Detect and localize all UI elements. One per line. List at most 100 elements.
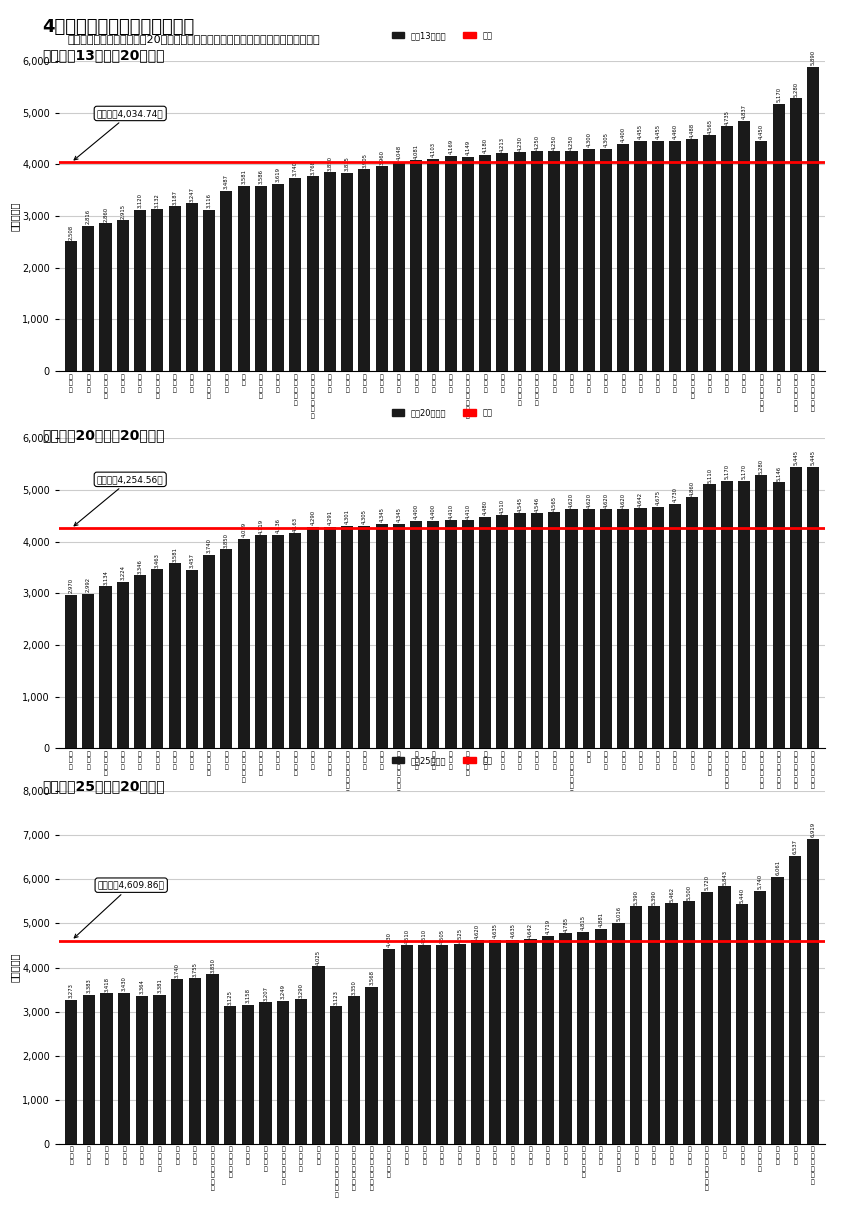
Text: 3,487: 3,487	[224, 174, 229, 190]
Bar	[410, 521, 422, 748]
Text: 3,207: 3,207	[263, 986, 268, 1002]
Text: 3,581: 3,581	[241, 169, 246, 185]
Bar	[341, 526, 353, 748]
Bar	[548, 151, 560, 371]
Text: 4,620: 4,620	[604, 493, 609, 507]
Text: 4,735: 4,735	[724, 110, 729, 124]
Bar	[100, 993, 113, 1144]
Text: 4,250: 4,250	[535, 135, 540, 150]
Text: 5,170: 5,170	[776, 88, 781, 102]
Bar	[683, 902, 695, 1144]
Text: 6,061: 6,061	[775, 860, 780, 875]
Bar	[324, 172, 336, 371]
Bar	[83, 225, 94, 371]
Bar	[479, 155, 491, 371]
Bar	[221, 191, 232, 371]
Bar	[583, 148, 594, 371]
Text: １．口径13㎜で月20㎥使用: １．口径13㎜で月20㎥使用	[42, 49, 164, 63]
Text: 4,480: 4,480	[482, 500, 488, 515]
Text: 3,850: 3,850	[210, 958, 215, 972]
Text: 3,346: 3,346	[137, 559, 142, 574]
Bar	[559, 933, 572, 1144]
Text: 4,345: 4,345	[379, 507, 384, 522]
Bar	[704, 135, 716, 371]
Text: 3,960: 3,960	[379, 150, 384, 164]
Bar	[772, 103, 785, 371]
Text: 県平均：4,254.56円: 県平均：4,254.56円	[74, 475, 163, 526]
Text: 4,642: 4,642	[638, 492, 643, 506]
Text: 5,110: 5,110	[707, 467, 712, 483]
Bar	[306, 527, 318, 748]
Text: 2,915: 2,915	[120, 203, 125, 219]
Bar	[600, 510, 612, 748]
Bar	[612, 922, 625, 1144]
Bar	[790, 467, 802, 748]
Text: 6,919: 6,919	[810, 823, 815, 837]
Bar	[531, 151, 543, 371]
Text: 4,103: 4,103	[431, 142, 436, 157]
Bar	[665, 903, 678, 1144]
Text: 3,123: 3,123	[333, 989, 338, 1005]
Text: ２．口径20㎜で月20㎥使用: ２．口径20㎜で月20㎥使用	[42, 428, 164, 443]
Text: 4,837: 4,837	[742, 105, 747, 119]
Text: 4,488: 4,488	[690, 123, 695, 138]
Bar	[255, 186, 267, 371]
Text: 4,881: 4,881	[599, 913, 604, 927]
Text: 3,581: 3,581	[172, 546, 177, 562]
Bar	[718, 886, 731, 1144]
Text: ３．口径25㎜で月20㎥使用: ３．口径25㎜で月20㎥使用	[42, 779, 165, 793]
Text: 4,300: 4,300	[586, 133, 591, 147]
Text: 3,364: 3,364	[140, 980, 145, 994]
Bar	[153, 994, 166, 1144]
Bar	[203, 211, 215, 371]
Text: 4,635: 4,635	[510, 924, 515, 938]
Text: 5,445: 5,445	[811, 450, 816, 465]
Bar	[738, 120, 750, 371]
Text: 3,850: 3,850	[224, 533, 229, 548]
Bar	[290, 533, 301, 748]
Text: 4,048: 4,048	[397, 145, 402, 161]
Text: 4,410: 4,410	[466, 504, 471, 518]
Text: 3,568: 3,568	[369, 970, 374, 986]
Bar	[514, 152, 525, 371]
Bar	[117, 582, 129, 748]
Text: 4,213: 4,213	[500, 136, 505, 152]
Text: 5,016: 5,016	[616, 907, 621, 921]
Bar	[393, 523, 405, 748]
Bar	[647, 907, 660, 1144]
Text: 3,350: 3,350	[351, 980, 356, 994]
Text: 4,450: 4,450	[759, 124, 764, 140]
Text: 4,565: 4,565	[707, 118, 712, 134]
Bar	[755, 476, 767, 748]
Bar	[489, 940, 501, 1144]
Text: 4,525: 4,525	[457, 927, 462, 943]
Bar	[186, 570, 198, 748]
Bar	[359, 169, 370, 371]
Text: 5,280: 5,280	[759, 459, 764, 473]
Text: 5,843: 5,843	[722, 870, 727, 885]
Bar	[686, 139, 698, 371]
Bar	[206, 974, 219, 1144]
Text: 4　上水道料金ランク別グラフ: 4 上水道料金ランク別グラフ	[42, 18, 195, 37]
Text: 3,850: 3,850	[328, 156, 333, 170]
Text: 3,430: 3,430	[122, 976, 127, 992]
Text: 3,905: 3,905	[362, 152, 367, 168]
Bar	[428, 521, 440, 748]
Text: 4,785: 4,785	[563, 916, 568, 931]
Text: 4,305: 4,305	[362, 509, 367, 525]
Bar	[600, 148, 612, 371]
Text: 4,642: 4,642	[528, 922, 533, 938]
Text: 4,546: 4,546	[535, 497, 540, 512]
Bar	[330, 1006, 343, 1144]
Text: 3,224: 3,224	[120, 565, 125, 581]
Text: 3,768: 3,768	[310, 159, 315, 175]
Text: 3,619: 3,619	[275, 168, 280, 183]
Text: 県平均：4,609.86円: 県平均：4,609.86円	[74, 881, 165, 938]
Text: 3,134: 3,134	[103, 570, 108, 585]
Bar	[324, 527, 336, 748]
Text: 4,250: 4,250	[552, 135, 557, 150]
Bar	[704, 484, 716, 748]
Text: 県平均：4,034.74円: 県平均：4,034.74円	[74, 110, 163, 159]
Bar	[583, 510, 594, 748]
Bar	[462, 521, 474, 748]
